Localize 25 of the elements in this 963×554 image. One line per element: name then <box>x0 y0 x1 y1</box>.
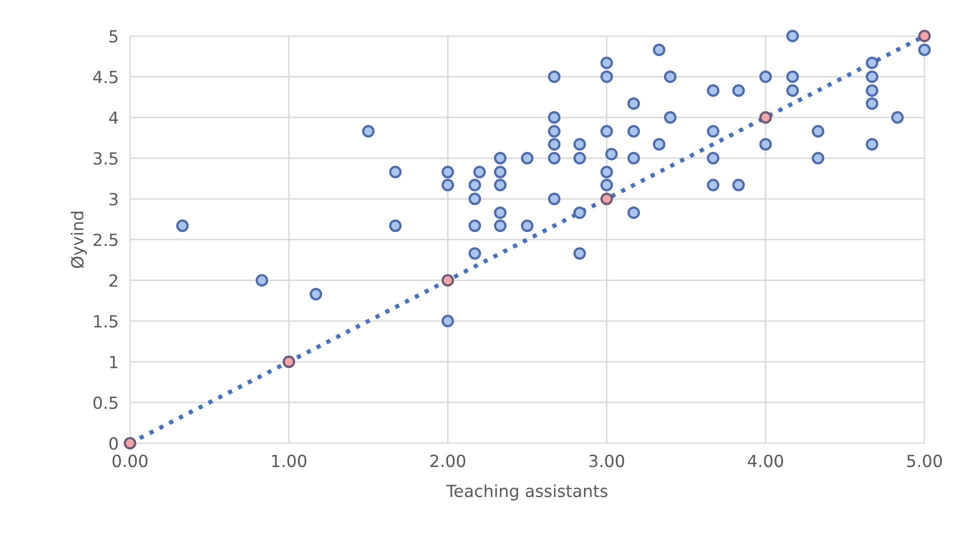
point <box>282 356 296 368</box>
y-tick-label: 2.5 <box>94 234 118 246</box>
x-axis-title: Teaching assistants <box>446 484 608 500</box>
point <box>124 436 136 450</box>
y-tick-label: 2 <box>110 274 118 287</box>
y-tick-label: 5 <box>110 30 118 43</box>
y-tick-label: 1 <box>110 356 118 368</box>
y-tick-label: 4 <box>109 112 118 124</box>
y-axis-title: Øyvind <box>70 212 87 268</box>
y-tick-label: 1.5 <box>94 315 118 328</box>
point <box>600 192 613 206</box>
x-tick-label: 3.00 <box>589 454 624 468</box>
y-tick-label: 0 <box>109 437 118 450</box>
y-tick-label: 3 <box>110 192 118 206</box>
y-tick-label: 0.5 <box>93 396 118 410</box>
x-tick-label: 1.00 <box>272 454 306 468</box>
y-tick-label: 4.5 <box>93 70 118 84</box>
point <box>918 30 931 42</box>
point <box>442 274 454 287</box>
x-tick-label: 4.00 <box>748 454 784 468</box>
point <box>759 111 772 124</box>
y-tick-label: 3.5 <box>94 152 118 165</box>
x-tick-label: 5.00 <box>907 454 942 468</box>
x-tick-label: 2.00 <box>430 454 466 468</box>
x-tick-label: 0.00 <box>112 454 148 468</box>
